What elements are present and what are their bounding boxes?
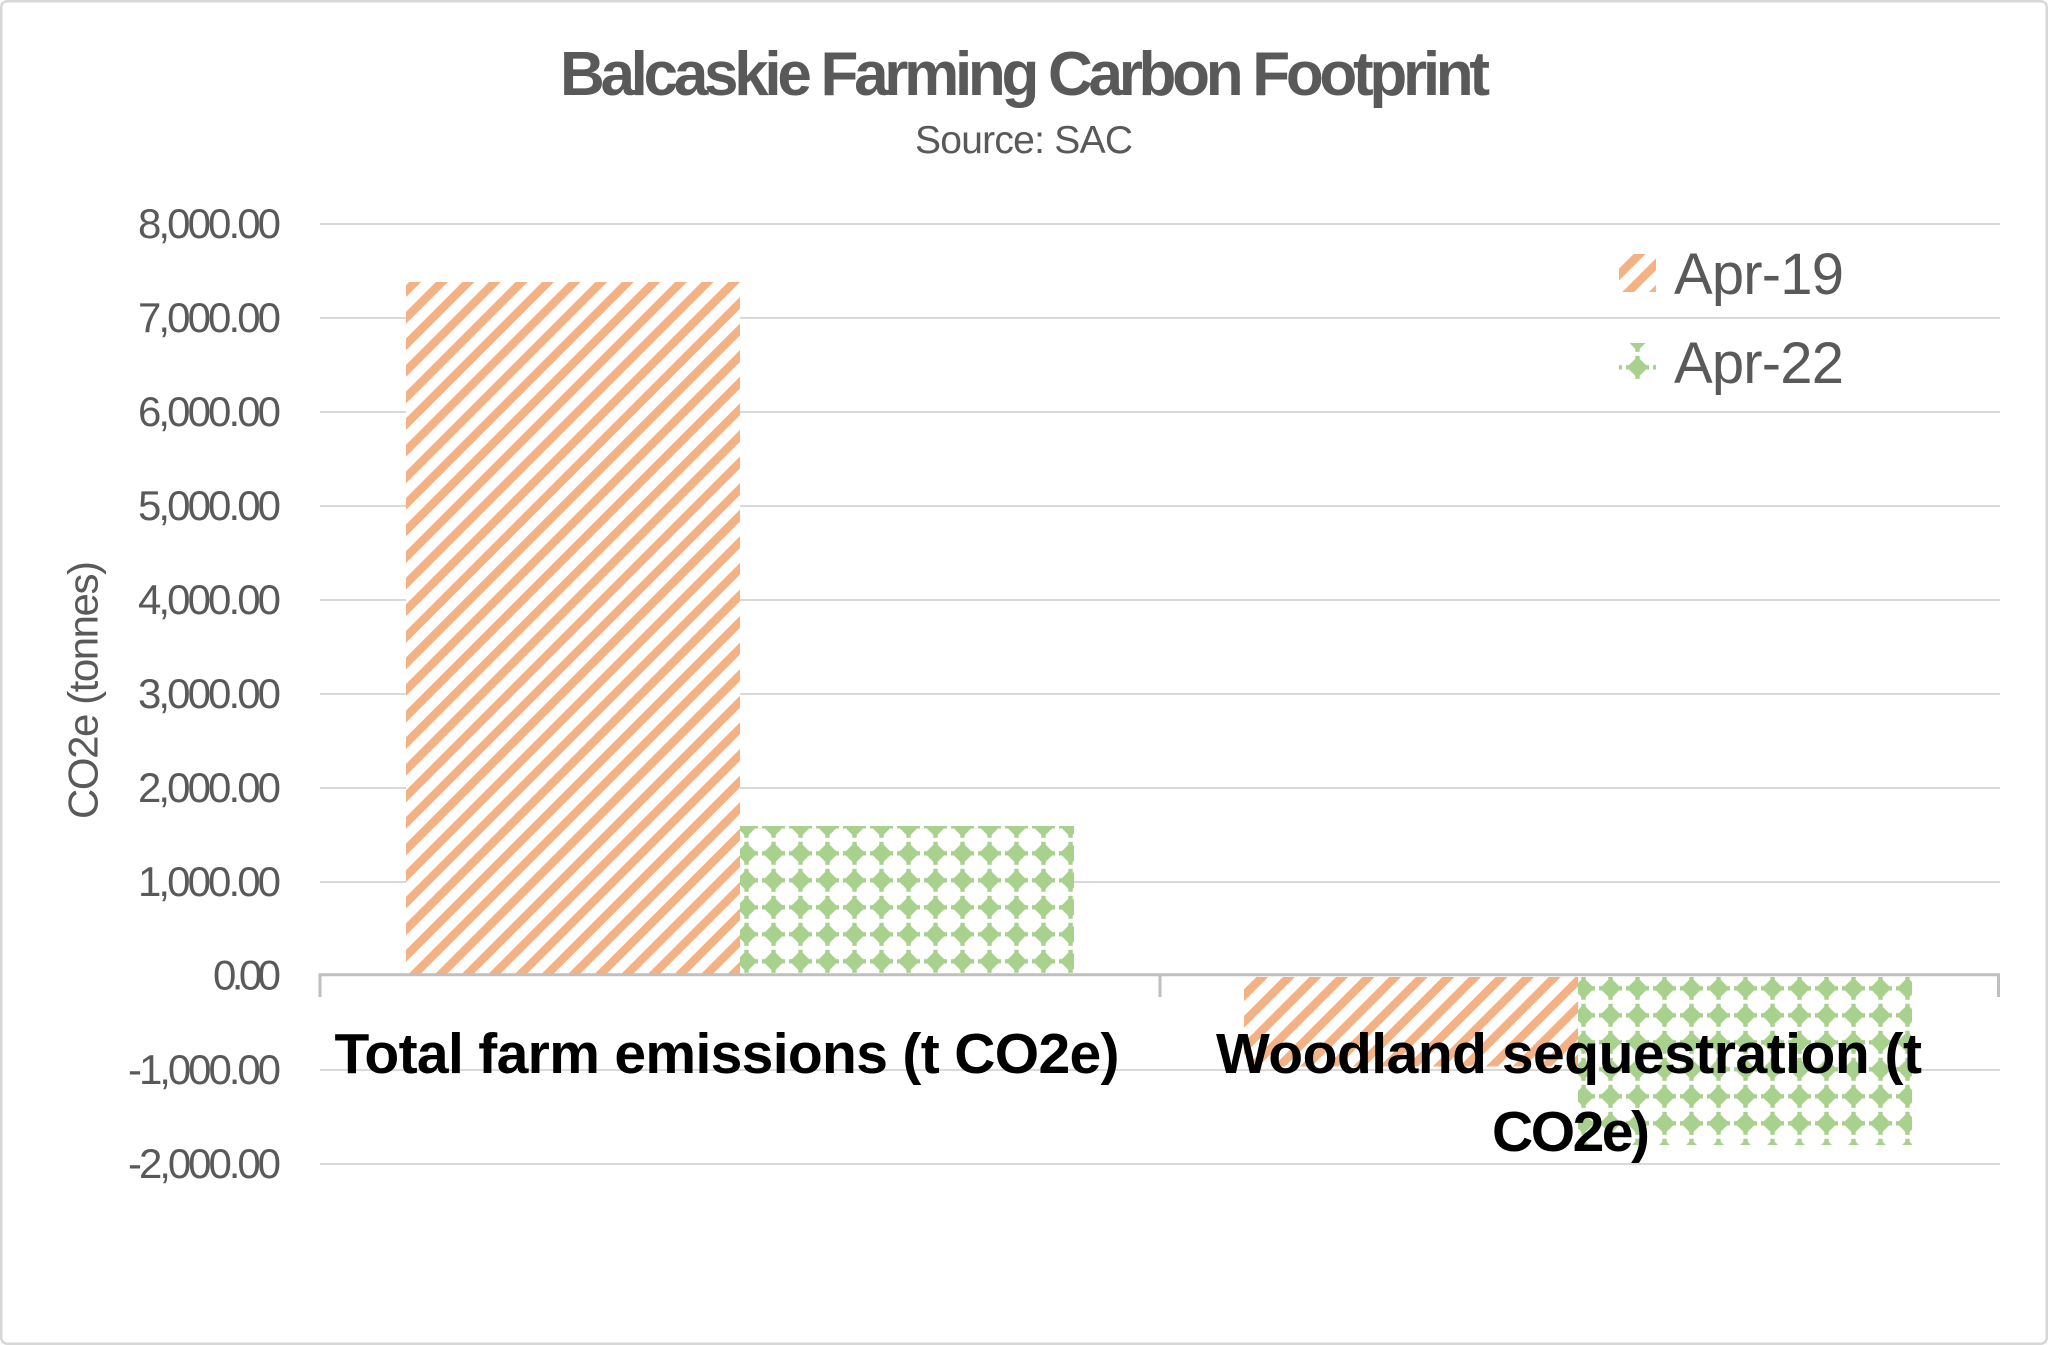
svg-text:-2,000.00: -2,000.00: [128, 1140, 281, 1187]
svg-text:8,000.00: 8,000.00: [138, 200, 281, 247]
svg-text:Balcaskie Farming Carbon Footp: Balcaskie Farming Carbon Footprint: [560, 40, 1490, 109]
svg-text:Woodland sequestration (t: Woodland sequestration (t: [1216, 1022, 1922, 1086]
svg-text:CO2e (tonnes): CO2e (tonnes): [60, 561, 107, 819]
svg-text:3,000.00: 3,000.00: [138, 670, 281, 717]
svg-text:1,000.00: 1,000.00: [138, 858, 281, 905]
svg-text:Source: SAC: Source: SAC: [915, 119, 1133, 162]
svg-text:6,000.00: 6,000.00: [138, 388, 281, 435]
svg-text:CO2e): CO2e): [1492, 1100, 1650, 1164]
svg-text:Apr-19: Apr-19: [1674, 242, 1844, 307]
svg-text:-1,000.00: -1,000.00: [128, 1046, 281, 1093]
svg-text:0.00: 0.00: [213, 952, 281, 999]
svg-text:Total farm emissions (t CO2e): Total farm emissions (t CO2e): [335, 1022, 1120, 1086]
svg-text:4,000.00: 4,000.00: [138, 576, 281, 623]
svg-text:7,000.00: 7,000.00: [138, 294, 281, 341]
svg-text:2,000.00: 2,000.00: [138, 764, 281, 811]
svg-text:5,000.00: 5,000.00: [138, 482, 281, 529]
svg-text:Apr-22: Apr-22: [1674, 331, 1844, 396]
